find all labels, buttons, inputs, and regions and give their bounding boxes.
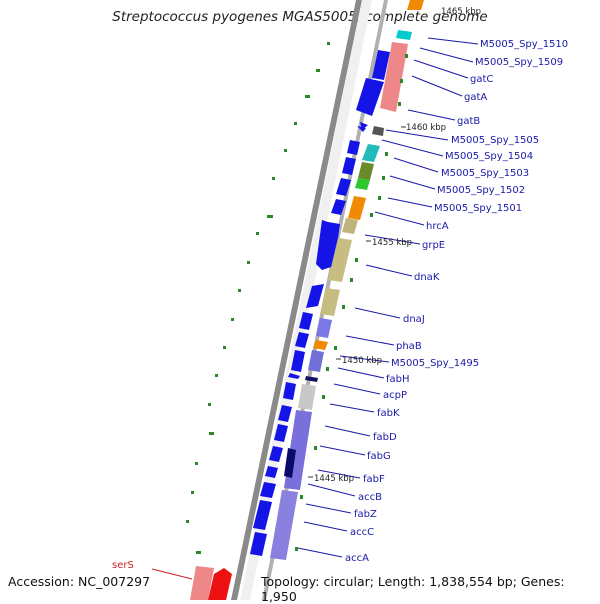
gene-label-highlighted[interactable]: serS — [112, 560, 134, 571]
outer-dot-track — [186, 42, 330, 554]
cds-forward-strand — [190, 0, 424, 600]
gene-label[interactable]: fabF — [363, 474, 385, 485]
gene-label[interactable]: M5005_Spy_1495 — [391, 358, 479, 369]
gene-label[interactable]: M5005_Spy_1505 — [451, 135, 539, 146]
accession-text: Accession: NC_007297 — [8, 574, 151, 589]
kbp-label: 1450 kbp — [342, 356, 382, 366]
kbp-label: 1460 kbp — [406, 123, 446, 133]
kbp-label: 1445 kbp — [314, 474, 354, 484]
gene-label[interactable]: M5005_Spy_1502 — [437, 185, 525, 196]
gene-label[interactable]: M5005_Spy_1503 — [441, 168, 529, 179]
gene-label[interactable]: hrcA — [426, 221, 449, 232]
gene-label[interactable]: gatA — [464, 92, 487, 103]
gene-label[interactable]: fabZ — [354, 509, 377, 520]
gene-label[interactable]: accC — [350, 527, 374, 538]
label-connectors — [151, 37, 479, 580]
gene-label[interactable]: M5005_Spy_1510 — [480, 39, 568, 50]
gene-label[interactable]: fabK — [377, 408, 400, 419]
gene-label[interactable]: dnaJ — [403, 314, 425, 325]
gene-label[interactable]: accB — [358, 492, 382, 503]
gene-label[interactable]: M5005_Spy_1509 — [475, 57, 563, 68]
gene-label[interactable]: fabD — [373, 432, 397, 443]
inner-dot-track — [295, 54, 408, 551]
gene-label[interactable]: accA — [345, 553, 369, 564]
kbp-label: 1455 kbp — [372, 238, 412, 248]
gene-label[interactable]: gatC — [470, 74, 493, 85]
gene-label[interactable]: dnaK — [414, 272, 440, 283]
gene-label[interactable]: gatB — [457, 116, 480, 127]
map-title: Streptococcus pyogenes MGAS5005, complet… — [112, 9, 488, 25]
gene-label[interactable]: acpP — [383, 390, 407, 401]
gene-label[interactable]: phaB — [396, 341, 422, 352]
gene-label[interactable]: M5005_Spy_1501 — [434, 203, 522, 214]
kbp-label: 1465 kbp — [441, 7, 481, 17]
gene-label[interactable]: grpE — [422, 240, 445, 251]
gene-label[interactable]: fabG — [367, 451, 391, 462]
gene-label[interactable]: M5005_Spy_1504 — [445, 151, 533, 162]
gene-label[interactable]: fabH — [386, 374, 410, 385]
